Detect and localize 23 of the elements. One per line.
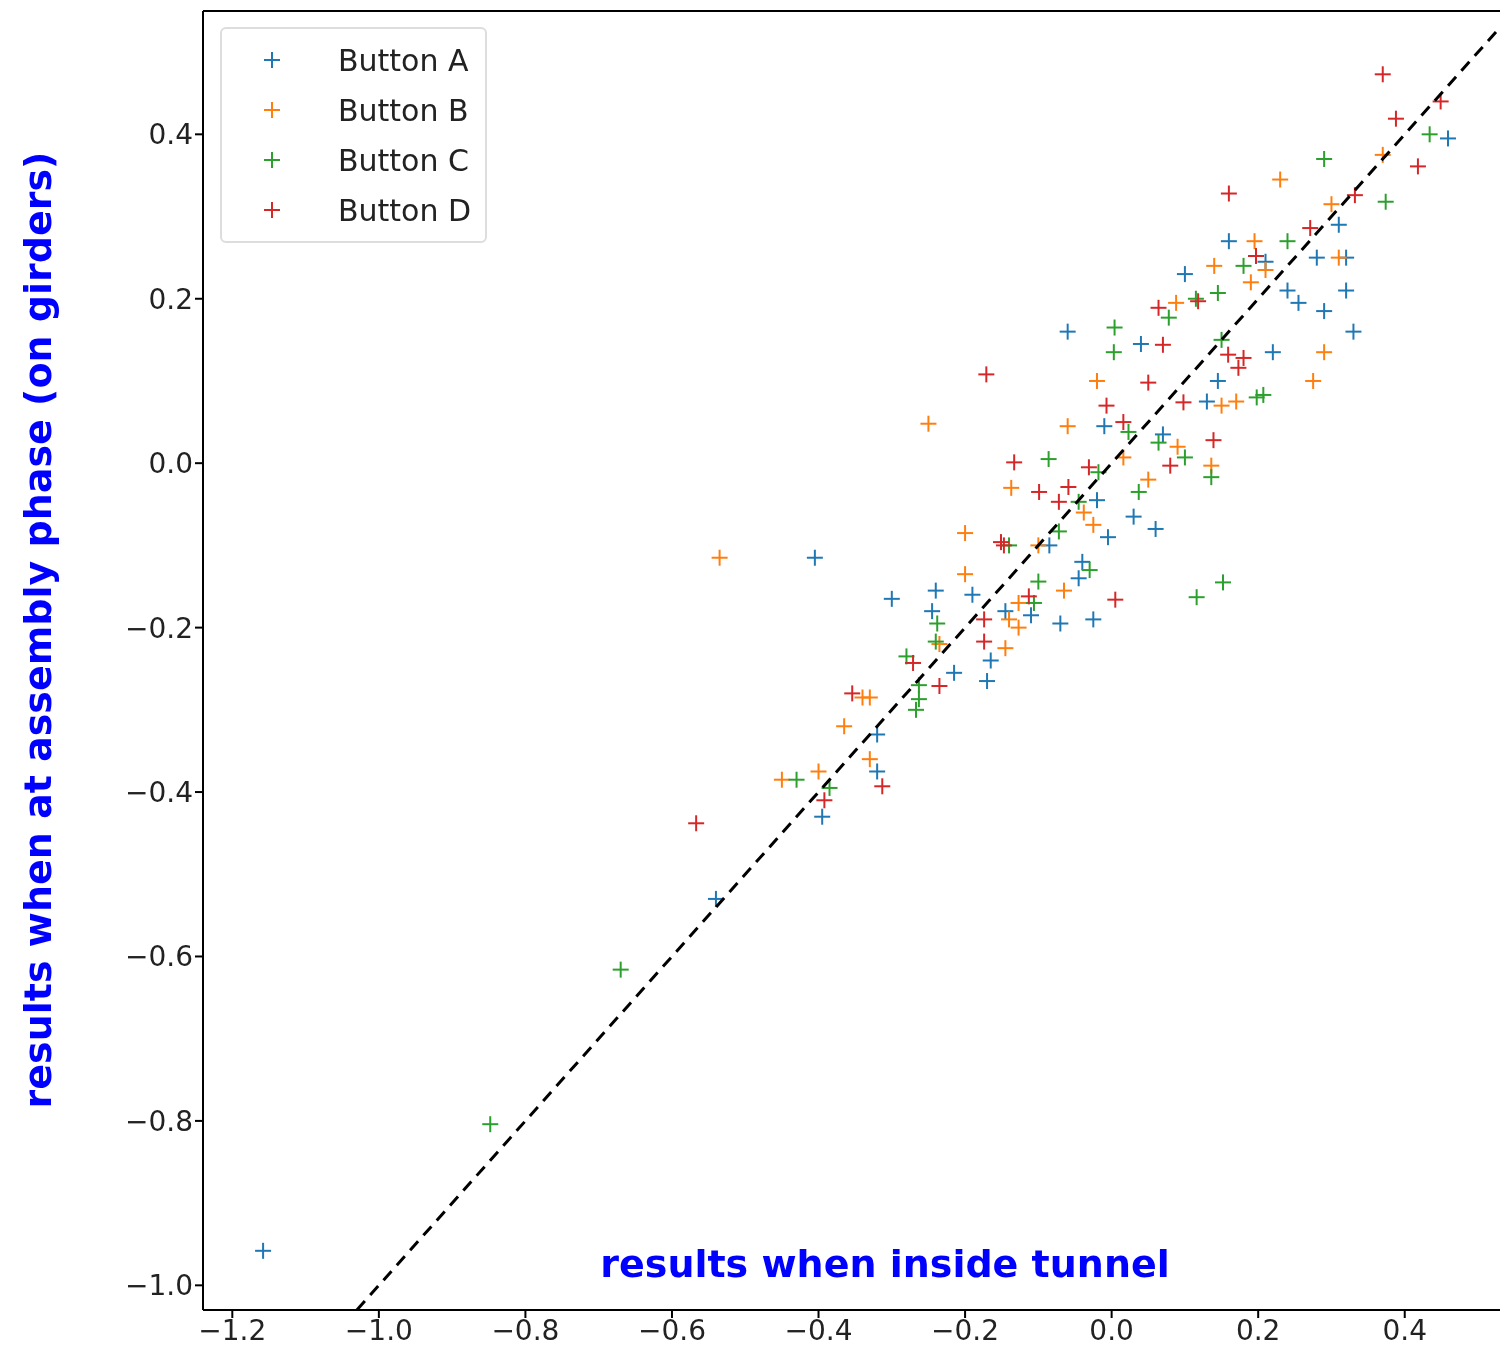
legend-label: Button D [338, 192, 472, 228]
x-tick-label: −0.2 [931, 1313, 1000, 1347]
legend-label: Button C [338, 142, 469, 178]
y-tick-label: −0.2 [125, 611, 193, 645]
y-axis-title: results when at assembly phase (on girders) [16, 151, 60, 1109]
x-tick-label: 0.0 [1089, 1313, 1134, 1347]
x-tick-label: −1.0 [344, 1313, 413, 1347]
x-tick-label: −1.2 [198, 1313, 267, 1347]
x-tick-label: −0.4 [784, 1313, 853, 1347]
y-tick-label: −1.0 [125, 1269, 193, 1303]
legend-label: Button A [338, 42, 469, 78]
y-tick-label: −0.4 [125, 775, 193, 809]
y-tick-label: −0.8 [125, 1104, 193, 1138]
y-tick-label: 0.2 [148, 282, 193, 316]
y-tick-label: 0.0 [148, 447, 193, 481]
y-tick-label: −0.6 [125, 940, 193, 974]
x-tick-label: 0.2 [1235, 1313, 1281, 1347]
x-tick-label: −0.8 [491, 1313, 560, 1347]
y-tick-label: 0.4 [148, 118, 193, 152]
x-axis-title: results when inside tunnel [599, 1242, 1171, 1286]
x-tick-label: 0.4 [1382, 1313, 1428, 1347]
legend-label: Button B [338, 92, 469, 128]
x-tick-label: −0.6 [637, 1313, 706, 1347]
